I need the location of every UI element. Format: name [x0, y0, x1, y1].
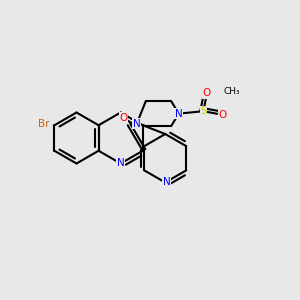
Text: N: N [133, 119, 141, 129]
Text: O: O [203, 88, 211, 98]
Text: CH₃: CH₃ [224, 87, 240, 96]
Text: N: N [175, 109, 183, 118]
Text: O: O [219, 110, 227, 120]
Text: N: N [163, 178, 171, 188]
Text: N: N [117, 158, 124, 169]
Text: O: O [119, 113, 128, 123]
Text: S: S [200, 106, 207, 116]
Text: Br: Br [38, 119, 50, 129]
